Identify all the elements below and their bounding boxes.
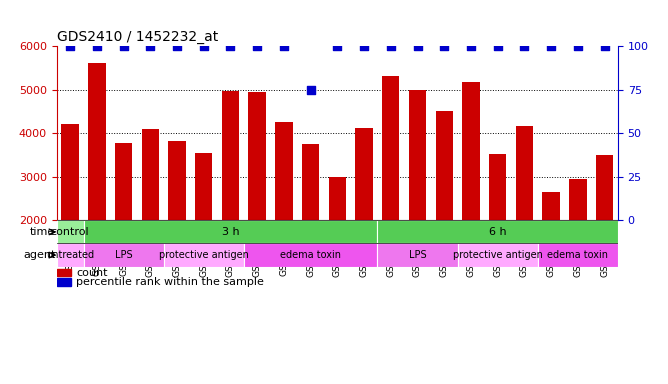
Text: count: count <box>76 268 108 278</box>
Bar <box>115 143 132 220</box>
Point <box>492 43 503 49</box>
Point <box>305 86 316 93</box>
Point <box>252 43 263 49</box>
Bar <box>57 220 84 243</box>
Bar <box>516 126 533 220</box>
Bar <box>168 141 186 220</box>
Text: time: time <box>30 227 55 237</box>
Text: protective antigen: protective antigen <box>453 250 542 260</box>
Bar <box>195 153 212 220</box>
Bar <box>142 129 159 220</box>
Point <box>599 43 610 49</box>
Point <box>332 43 343 49</box>
Bar <box>538 243 618 267</box>
Bar <box>57 278 71 286</box>
Point <box>225 43 236 49</box>
Text: edema toxin: edema toxin <box>547 250 609 260</box>
Bar <box>355 127 373 220</box>
Point <box>412 43 423 49</box>
Point <box>519 43 530 49</box>
Point <box>118 43 129 49</box>
Bar <box>542 192 560 220</box>
Text: LPS: LPS <box>409 250 426 260</box>
Bar <box>569 179 587 220</box>
Bar <box>57 243 84 267</box>
Bar <box>596 155 613 220</box>
Text: agent: agent <box>23 250 55 260</box>
Text: untreated: untreated <box>46 250 94 260</box>
Point <box>359 43 369 49</box>
Bar <box>244 243 377 267</box>
Text: edema toxin: edema toxin <box>280 250 341 260</box>
Point <box>198 43 209 49</box>
Bar <box>382 76 399 220</box>
Point <box>145 43 156 49</box>
Bar <box>222 91 239 220</box>
Point <box>92 43 102 49</box>
Text: 3 h: 3 h <box>222 227 239 237</box>
Text: GDS2410 / 1452232_at: GDS2410 / 1452232_at <box>57 30 218 44</box>
Point <box>572 43 583 49</box>
Point <box>546 43 556 49</box>
Bar <box>61 124 79 220</box>
Bar <box>489 154 506 220</box>
Bar <box>88 63 106 220</box>
Bar <box>377 243 458 267</box>
Text: control: control <box>51 227 90 237</box>
Bar <box>377 220 618 243</box>
Point <box>439 43 450 49</box>
Bar <box>57 269 71 276</box>
Bar <box>458 243 538 267</box>
Text: 6 h: 6 h <box>489 227 506 237</box>
Bar <box>409 89 426 220</box>
Text: percentile rank within the sample: percentile rank within the sample <box>76 277 265 287</box>
Point <box>385 43 396 49</box>
Bar <box>164 243 244 267</box>
Bar <box>436 111 453 220</box>
Bar <box>329 177 346 220</box>
Point <box>466 43 476 49</box>
Text: LPS: LPS <box>115 250 132 260</box>
Bar <box>248 92 266 220</box>
Bar <box>275 122 293 220</box>
Text: protective antigen: protective antigen <box>159 250 248 260</box>
Bar <box>462 82 480 220</box>
Point <box>65 43 75 49</box>
Point <box>279 43 289 49</box>
Bar <box>302 144 319 220</box>
Point <box>172 43 182 49</box>
Bar <box>84 220 377 243</box>
Bar <box>84 243 164 267</box>
